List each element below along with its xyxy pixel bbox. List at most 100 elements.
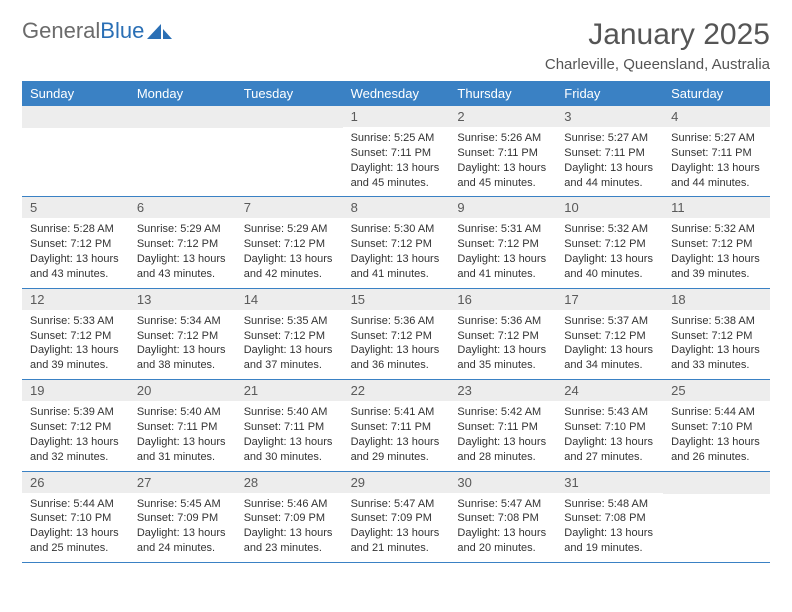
day-details: Sunrise: 5:27 AMSunset: 7:11 PMDaylight:… [556, 127, 663, 196]
day-details: Sunrise: 5:36 AMSunset: 7:12 PMDaylight:… [343, 310, 450, 379]
day-details: Sunrise: 5:40 AMSunset: 7:11 PMDaylight:… [129, 401, 236, 470]
day-details: Sunrise: 5:27 AMSunset: 7:11 PMDaylight:… [663, 127, 770, 196]
day-number: 14 [236, 289, 343, 310]
calendar: Sunday Monday Tuesday Wednesday Thursday… [22, 81, 770, 563]
day-details: Sunrise: 5:30 AMSunset: 7:12 PMDaylight:… [343, 218, 450, 287]
day-cell [236, 106, 343, 196]
day-number: 12 [22, 289, 129, 310]
day-cell: 14Sunrise: 5:35 AMSunset: 7:12 PMDayligh… [236, 289, 343, 379]
logo-text-general: General [22, 18, 100, 44]
day-details: Sunrise: 5:37 AMSunset: 7:12 PMDaylight:… [556, 310, 663, 379]
day-details: Sunrise: 5:47 AMSunset: 7:08 PMDaylight:… [449, 493, 556, 562]
header: GeneralBlue January 2025 Charleville, Qu… [22, 18, 770, 73]
week-row: 12Sunrise: 5:33 AMSunset: 7:12 PMDayligh… [22, 289, 770, 380]
day-details: Sunrise: 5:45 AMSunset: 7:09 PMDaylight:… [129, 493, 236, 562]
day-number [236, 106, 343, 128]
day-details: Sunrise: 5:29 AMSunset: 7:12 PMDaylight:… [236, 218, 343, 287]
weeks-container: 1Sunrise: 5:25 AMSunset: 7:11 PMDaylight… [22, 106, 770, 563]
weekday-header: Friday [556, 81, 663, 106]
day-cell: 18Sunrise: 5:38 AMSunset: 7:12 PMDayligh… [663, 289, 770, 379]
day-number: 9 [449, 197, 556, 218]
day-details: Sunrise: 5:32 AMSunset: 7:12 PMDaylight:… [556, 218, 663, 287]
logo: GeneralBlue [22, 18, 173, 44]
day-details: Sunrise: 5:36 AMSunset: 7:12 PMDaylight:… [449, 310, 556, 379]
day-details: Sunrise: 5:47 AMSunset: 7:09 PMDaylight:… [343, 493, 450, 562]
day-cell: 19Sunrise: 5:39 AMSunset: 7:12 PMDayligh… [22, 380, 129, 470]
day-cell: 1Sunrise: 5:25 AMSunset: 7:11 PMDaylight… [343, 106, 450, 196]
day-number: 22 [343, 380, 450, 401]
day-number: 7 [236, 197, 343, 218]
day-number: 15 [343, 289, 450, 310]
day-details: Sunrise: 5:29 AMSunset: 7:12 PMDaylight:… [129, 218, 236, 287]
day-number [22, 106, 129, 128]
day-cell: 31Sunrise: 5:48 AMSunset: 7:08 PMDayligh… [556, 472, 663, 562]
weekday-header: Saturday [663, 81, 770, 106]
day-details: Sunrise: 5:28 AMSunset: 7:12 PMDaylight:… [22, 218, 129, 287]
day-details: Sunrise: 5:46 AMSunset: 7:09 PMDaylight:… [236, 493, 343, 562]
day-details: Sunrise: 5:44 AMSunset: 7:10 PMDaylight:… [663, 401, 770, 470]
day-number: 26 [22, 472, 129, 493]
day-cell: 9Sunrise: 5:31 AMSunset: 7:12 PMDaylight… [449, 197, 556, 287]
day-details: Sunrise: 5:33 AMSunset: 7:12 PMDaylight:… [22, 310, 129, 379]
day-number: 25 [663, 380, 770, 401]
day-number: 19 [22, 380, 129, 401]
day-details: Sunrise: 5:34 AMSunset: 7:12 PMDaylight:… [129, 310, 236, 379]
day-cell: 15Sunrise: 5:36 AMSunset: 7:12 PMDayligh… [343, 289, 450, 379]
day-number: 29 [343, 472, 450, 493]
day-cell: 3Sunrise: 5:27 AMSunset: 7:11 PMDaylight… [556, 106, 663, 196]
day-cell: 30Sunrise: 5:47 AMSunset: 7:08 PMDayligh… [449, 472, 556, 562]
week-row: 19Sunrise: 5:39 AMSunset: 7:12 PMDayligh… [22, 380, 770, 471]
day-details: Sunrise: 5:25 AMSunset: 7:11 PMDaylight:… [343, 127, 450, 196]
logo-text-blue: Blue [100, 18, 144, 44]
day-number: 11 [663, 197, 770, 218]
day-details: Sunrise: 5:35 AMSunset: 7:12 PMDaylight:… [236, 310, 343, 379]
day-number: 13 [129, 289, 236, 310]
day-cell: 21Sunrise: 5:40 AMSunset: 7:11 PMDayligh… [236, 380, 343, 470]
day-cell: 11Sunrise: 5:32 AMSunset: 7:12 PMDayligh… [663, 197, 770, 287]
day-number: 18 [663, 289, 770, 310]
day-cell: 13Sunrise: 5:34 AMSunset: 7:12 PMDayligh… [129, 289, 236, 379]
day-details: Sunrise: 5:43 AMSunset: 7:10 PMDaylight:… [556, 401, 663, 470]
day-cell: 8Sunrise: 5:30 AMSunset: 7:12 PMDaylight… [343, 197, 450, 287]
day-cell: 6Sunrise: 5:29 AMSunset: 7:12 PMDaylight… [129, 197, 236, 287]
day-cell [129, 106, 236, 196]
day-number: 23 [449, 380, 556, 401]
day-number: 8 [343, 197, 450, 218]
day-cell: 16Sunrise: 5:36 AMSunset: 7:12 PMDayligh… [449, 289, 556, 379]
day-cell: 23Sunrise: 5:42 AMSunset: 7:11 PMDayligh… [449, 380, 556, 470]
day-number: 27 [129, 472, 236, 493]
day-cell: 28Sunrise: 5:46 AMSunset: 7:09 PMDayligh… [236, 472, 343, 562]
day-cell: 12Sunrise: 5:33 AMSunset: 7:12 PMDayligh… [22, 289, 129, 379]
day-number: 1 [343, 106, 450, 127]
day-details: Sunrise: 5:32 AMSunset: 7:12 PMDaylight:… [663, 218, 770, 287]
weekday-header: Thursday [449, 81, 556, 106]
day-number: 10 [556, 197, 663, 218]
weekday-header: Wednesday [343, 81, 450, 106]
day-number: 30 [449, 472, 556, 493]
week-row: 26Sunrise: 5:44 AMSunset: 7:10 PMDayligh… [22, 472, 770, 563]
day-number: 4 [663, 106, 770, 127]
day-number: 21 [236, 380, 343, 401]
weekday-header-row: Sunday Monday Tuesday Wednesday Thursday… [22, 81, 770, 106]
day-cell: 27Sunrise: 5:45 AMSunset: 7:09 PMDayligh… [129, 472, 236, 562]
day-cell: 7Sunrise: 5:29 AMSunset: 7:12 PMDaylight… [236, 197, 343, 287]
weekday-header: Tuesday [236, 81, 343, 106]
week-row: 1Sunrise: 5:25 AMSunset: 7:11 PMDaylight… [22, 106, 770, 197]
day-number: 16 [449, 289, 556, 310]
day-cell: 29Sunrise: 5:47 AMSunset: 7:09 PMDayligh… [343, 472, 450, 562]
day-cell: 24Sunrise: 5:43 AMSunset: 7:10 PMDayligh… [556, 380, 663, 470]
day-details: Sunrise: 5:48 AMSunset: 7:08 PMDaylight:… [556, 493, 663, 562]
day-number [663, 472, 770, 494]
day-cell: 17Sunrise: 5:37 AMSunset: 7:12 PMDayligh… [556, 289, 663, 379]
week-row: 5Sunrise: 5:28 AMSunset: 7:12 PMDaylight… [22, 197, 770, 288]
day-details: Sunrise: 5:26 AMSunset: 7:11 PMDaylight:… [449, 127, 556, 196]
day-details: Sunrise: 5:38 AMSunset: 7:12 PMDaylight:… [663, 310, 770, 379]
day-cell: 4Sunrise: 5:27 AMSunset: 7:11 PMDaylight… [663, 106, 770, 196]
day-number: 28 [236, 472, 343, 493]
day-number: 2 [449, 106, 556, 127]
day-details: Sunrise: 5:44 AMSunset: 7:10 PMDaylight:… [22, 493, 129, 562]
location-text: Charleville, Queensland, Australia [545, 56, 770, 73]
day-details: Sunrise: 5:41 AMSunset: 7:11 PMDaylight:… [343, 401, 450, 470]
weekday-header: Sunday [22, 81, 129, 106]
day-number: 3 [556, 106, 663, 127]
